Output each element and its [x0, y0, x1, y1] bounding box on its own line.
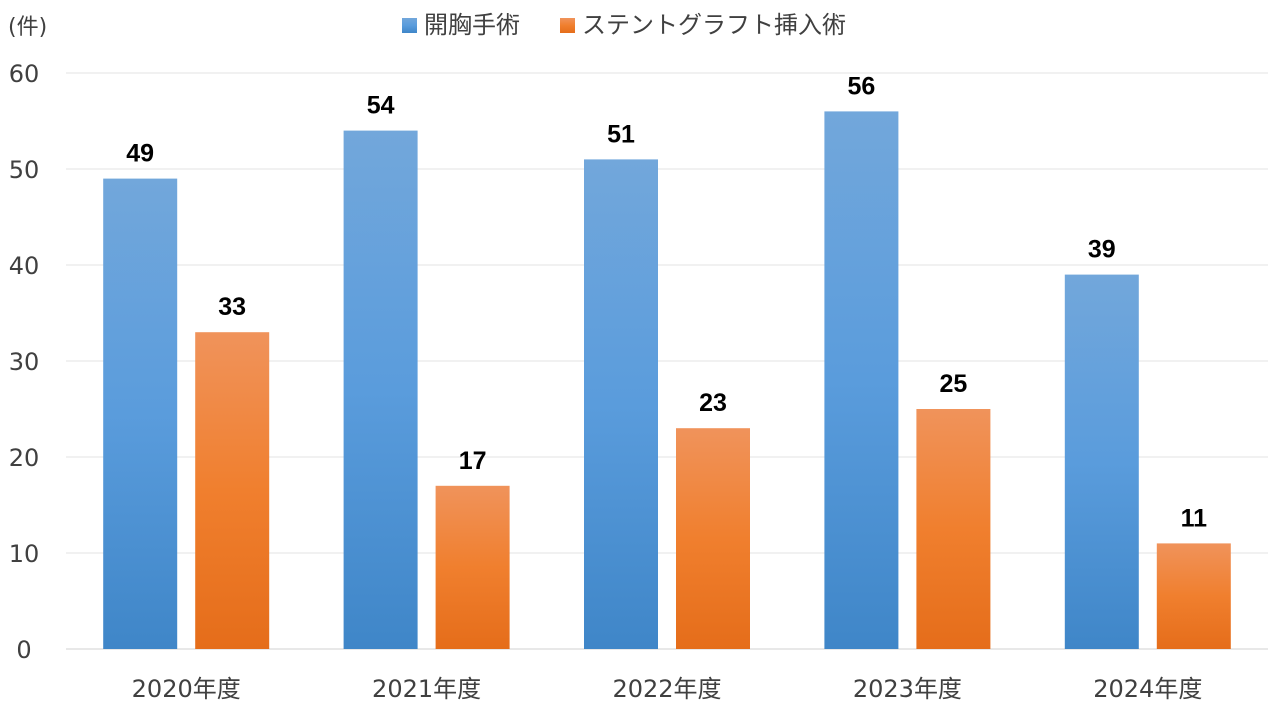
axes: 0 10 20 30 40 50 60 (件) 2020年度 2021年度 2022年度 2023年度… — [8, 15, 1202, 703]
bar-series1-1 — [343, 130, 418, 650]
data-label: 51 — [607, 120, 635, 148]
data-label: 23 — [699, 389, 727, 417]
y-tick-label: 0 — [16, 636, 31, 664]
y-tick-label: 10 — [9, 540, 40, 568]
data-label: 33 — [218, 293, 246, 321]
y-tick-label: 50 — [9, 156, 40, 184]
legend-label-2: ステントグラフト挿入術 — [582, 11, 846, 39]
bar-series1-3 — [824, 111, 899, 649]
x-tick-label: 2020年度 — [132, 675, 241, 703]
bars — [103, 111, 1231, 650]
bar-series2-0 — [195, 332, 270, 649]
bar-series2-3 — [916, 409, 991, 649]
legend-label-1: 開胸手術 — [424, 11, 520, 39]
data-label: 25 — [939, 370, 967, 398]
data-label: 11 — [1181, 504, 1208, 532]
legend-swatch-2 — [560, 18, 575, 33]
legend-swatch-1 — [402, 18, 417, 33]
y-axis-label: (件) — [8, 15, 47, 40]
y-tick-label: 40 — [9, 252, 40, 280]
data-label: 17 — [459, 447, 487, 475]
x-tick-label: 2021年度 — [372, 675, 481, 703]
bar-series2-4 — [1156, 543, 1231, 649]
data-label: 54 — [367, 92, 395, 120]
data-label: 39 — [1088, 236, 1116, 264]
x-tick-label: 2024年度 — [1093, 675, 1202, 703]
bar-series2-2 — [676, 428, 750, 649]
x-tick-label: 2023年度 — [853, 675, 962, 703]
y-tick-label: 30 — [9, 348, 40, 376]
data-label: 49 — [126, 140, 154, 168]
y-tick-label: 20 — [9, 444, 40, 472]
y-tick-label: 60 — [9, 60, 40, 88]
legend: 開胸手術 ステントグラフト挿入術 — [402, 11, 846, 39]
data-label: 56 — [847, 72, 875, 100]
bar-series2-1 — [435, 485, 510, 649]
bar-series1-0 — [103, 178, 178, 649]
x-tick-label: 2022年度 — [612, 675, 721, 703]
bar-series1-4 — [1064, 274, 1139, 649]
bar-series1-2 — [584, 159, 658, 649]
data-labels: 49 33 54 17 51 23 56 25 39 11 — [126, 72, 1207, 532]
